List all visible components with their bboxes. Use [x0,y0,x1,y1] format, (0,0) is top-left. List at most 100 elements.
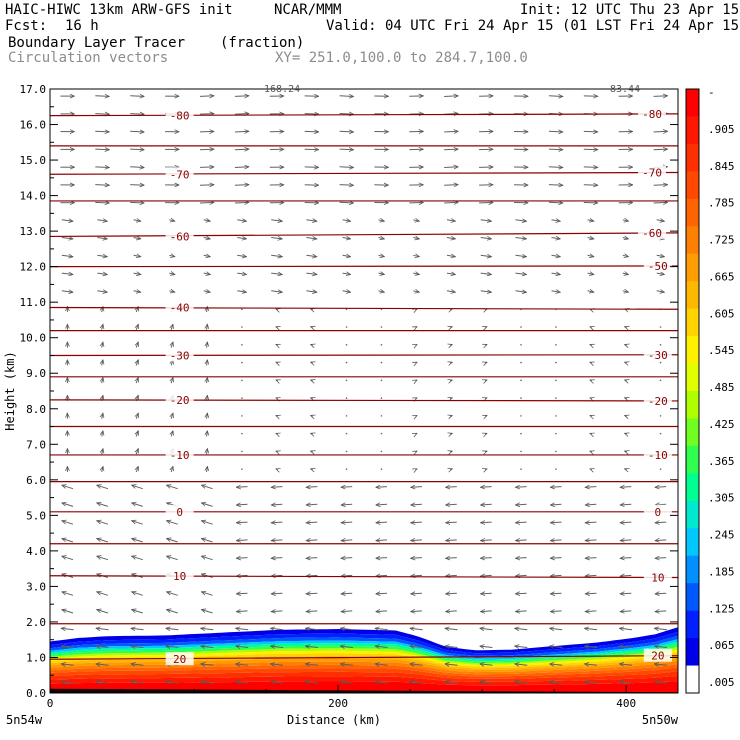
wind-vector [446,540,457,541]
wind-vector [304,185,319,186]
wind-vector [342,273,351,274]
wind-vector [271,238,282,239]
isotherm-label-bg [165,504,194,518]
wind-vector [311,309,313,310]
wind-vector [653,185,668,186]
cross-section-xy: XY= 251.0,100.0 to 284.7,100.0 [275,50,528,66]
wind-vector [446,575,457,576]
wind-vector [61,646,74,647]
wind-vector [62,521,74,525]
wind-vector [446,611,457,612]
isotherm-label: 20 [651,650,664,663]
colorbar-label: - [708,86,715,99]
wind-vector [234,114,249,115]
wind-vector [207,342,208,348]
colorbar-swatch [686,89,699,117]
wind-vector [485,345,487,346]
y-tick-label: 14.0 [20,190,47,203]
wind-vector [378,220,385,221]
wind-vector-dot [345,415,348,417]
wind-vector [551,255,561,256]
wind-vector [95,185,109,186]
wind-vector [276,380,278,381]
wind-vector [480,220,492,221]
wind-vector [271,220,282,221]
wind-vector [413,238,419,239]
colorbar-label: .665 [708,270,735,283]
wind-vector [378,238,385,239]
wind-vector [306,504,318,505]
isotherm-label: 0 [655,506,662,519]
wind-vector [587,273,594,274]
isotherm-label-bg [643,347,672,361]
wind-vector [655,611,667,612]
wind-vector [376,558,388,559]
wind-vector [136,342,138,348]
wind-vector [97,485,109,490]
colorbar-swatch [686,445,699,474]
isotherm-label-bg [165,300,194,314]
y-tick-label: 17.0 [20,83,47,96]
wind-vector [171,431,173,437]
wind-vector [201,485,213,490]
wind-vector [167,521,178,525]
wind-vector [444,185,458,186]
x-start-location: 5n54w [6,713,43,727]
tracer-band-5 [50,644,678,664]
wind-vector [480,628,493,629]
wind-vector [625,416,627,417]
isotherm-label: -20 [170,394,190,407]
wind-vector [375,646,388,647]
wind-vector [132,503,143,507]
wind-vector [450,451,452,452]
wind-vector [550,540,562,541]
wind-vector-dot [659,326,662,328]
y-tick-label: 8.0 [26,403,46,416]
wind-vector [416,450,417,452]
wind-vector [585,646,598,647]
wind-vector [236,487,248,488]
isotherm-line [50,655,678,660]
wind-vector [411,575,422,576]
wind-vector [207,324,208,330]
colorbar-label: .125 [708,602,735,615]
wind-vector [585,664,598,665]
wind-vector [306,611,318,612]
wind-vector [171,324,173,330]
wind-vector [585,593,597,594]
wind-vector [587,291,594,292]
wind-vector [551,273,561,274]
wind-vector [133,273,141,274]
tracer-band-1 [50,631,678,656]
wind-vector [61,238,73,239]
wind-vector [485,398,487,399]
y-tick-label: 16.0 [20,119,47,132]
wind-vector [411,522,422,523]
wind-vector [304,167,319,168]
colorbar-swatch [686,336,699,364]
wind-vector [410,646,423,647]
wind-vector [130,96,144,97]
wind-vector-dot [380,326,383,328]
wind-vector [619,664,633,665]
isotherm-label: -50 [648,260,668,273]
colorbar-label: .785 [708,197,735,210]
isotherm-label: -10 [170,449,190,462]
wind-vector [96,664,109,665]
wind-vector [376,504,388,505]
wind-vector [62,610,74,614]
wind-vector [132,485,143,490]
wind-vector [167,592,178,596]
colorbar-swatch [686,253,699,282]
wind-vector [416,468,417,470]
colorbar-label: .365 [708,455,735,468]
wind-vector-dot [345,361,348,364]
wind-vector-dot [345,468,348,470]
colorbar-label: .845 [708,160,735,173]
wind-vector [96,682,109,683]
wind-vector [136,466,138,473]
wind-vector [236,504,248,505]
wind-vector [450,416,452,417]
wind-vector [311,433,313,434]
isotherm-label-bg [165,652,194,666]
